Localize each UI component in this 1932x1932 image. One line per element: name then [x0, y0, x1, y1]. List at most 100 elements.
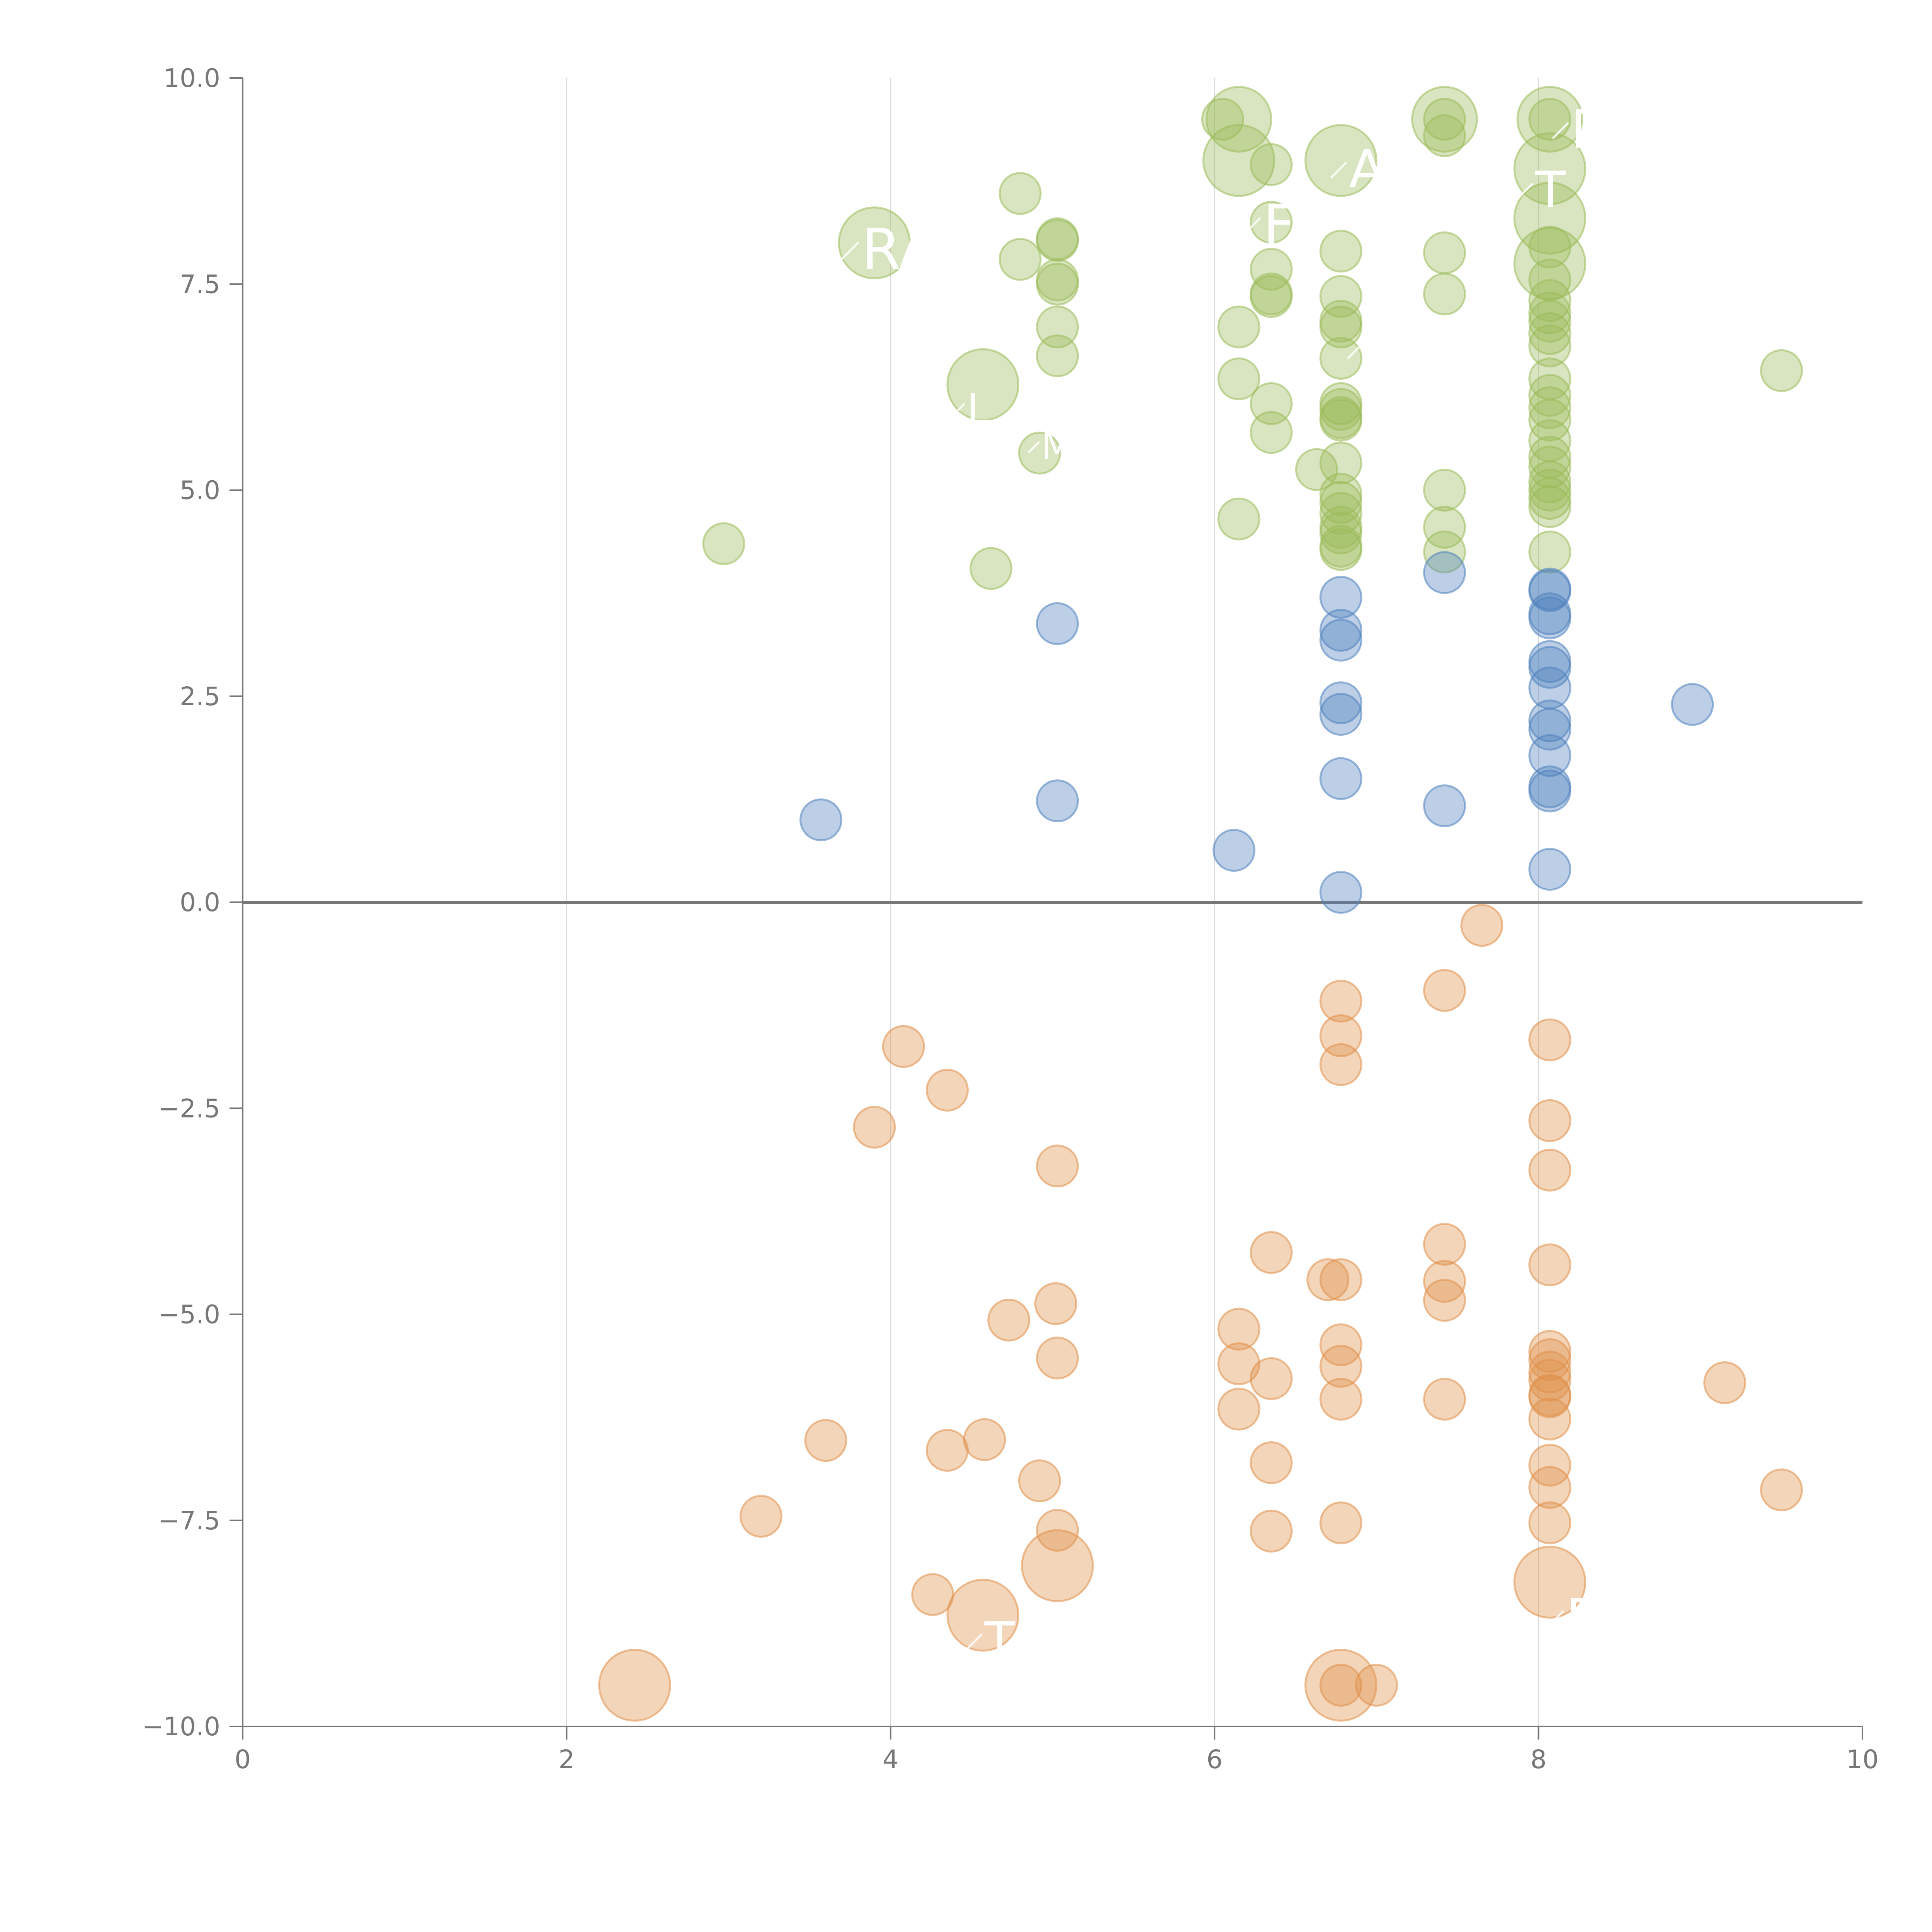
bubble — [1319, 441, 1362, 485]
bubble — [1036, 262, 1079, 306]
bubble — [1250, 1357, 1293, 1400]
bubble — [853, 1105, 896, 1149]
bubble — [1250, 275, 1293, 318]
bubble — [987, 1298, 1031, 1342]
bubble — [1319, 1345, 1362, 1388]
bubble — [1217, 1342, 1260, 1385]
x-tick-label: 10 — [1846, 1745, 1879, 1774]
bubble — [1423, 1378, 1466, 1421]
bubble — [1528, 848, 1571, 891]
bubble — [799, 798, 843, 842]
bubble — [1528, 299, 1571, 343]
bubble — [1528, 1466, 1571, 1509]
bubble — [1528, 312, 1571, 355]
bubble — [1319, 481, 1362, 524]
bubble — [1528, 530, 1571, 573]
bubble — [838, 206, 911, 279]
bubble — [1528, 734, 1571, 777]
bubble — [1528, 1099, 1571, 1142]
bubble — [1217, 305, 1260, 349]
bubble — [1319, 871, 1362, 914]
bubble — [1460, 904, 1503, 947]
bubble — [1671, 683, 1714, 726]
bubble-label: D — [1566, 1588, 1605, 1647]
y-tick-label: 5.0 — [180, 476, 220, 505]
bubble — [1423, 469, 1466, 512]
bubble — [1319, 1043, 1362, 1086]
bubble — [1304, 1649, 1378, 1722]
bubble-label: TM — [984, 1611, 1058, 1670]
bubble — [1528, 1148, 1571, 1192]
bubble — [804, 1419, 847, 1462]
y-tick-label: −5.0 — [158, 1300, 220, 1330]
bubble — [739, 1495, 782, 1538]
bubble — [1528, 446, 1571, 489]
bubble — [1319, 619, 1362, 662]
bubble — [926, 1068, 969, 1112]
bubble — [1760, 349, 1803, 392]
bubble — [1528, 98, 1571, 141]
x-tick-label: 6 — [1206, 1745, 1223, 1774]
bubble — [1528, 1359, 1571, 1402]
bubble — [1423, 784, 1466, 827]
bubble — [1319, 681, 1362, 724]
bubble — [1319, 305, 1362, 349]
bubble — [1528, 1444, 1571, 1487]
x-tick-label: 2 — [558, 1745, 575, 1774]
bubble — [998, 172, 1042, 215]
bubble — [1319, 1501, 1362, 1544]
bubble — [1423, 272, 1466, 316]
bubble — [1528, 1243, 1571, 1287]
bubble — [946, 348, 1020, 421]
bubble — [1513, 227, 1587, 300]
bubble — [1217, 1308, 1260, 1351]
bubble — [1513, 1546, 1587, 1619]
bubble — [963, 1418, 1006, 1461]
bubble — [1528, 1397, 1571, 1440]
bubble — [1423, 1260, 1466, 1303]
bubble — [1528, 1018, 1571, 1061]
bubble-label: L — [967, 385, 990, 433]
bubble — [1036, 1337, 1079, 1380]
x-tick-label: 8 — [1531, 1745, 1547, 1774]
bubble — [1528, 374, 1571, 417]
bubble — [1217, 357, 1260, 401]
bubble — [1036, 1145, 1079, 1188]
y-tick-label: −10.0 — [142, 1712, 220, 1742]
x-tick-label: 4 — [883, 1745, 899, 1774]
bubble — [1036, 219, 1079, 262]
bubble — [1319, 275, 1362, 318]
label-leader — [1517, 182, 1534, 199]
bubble — [1423, 1223, 1466, 1266]
bubble — [1528, 707, 1571, 751]
bubble — [1304, 124, 1378, 197]
bubble — [1319, 337, 1362, 380]
bubble — [1217, 1388, 1260, 1431]
bubble-label: T — [1535, 161, 1566, 219]
bubble — [1528, 769, 1571, 813]
bubble — [1205, 86, 1272, 153]
bubble — [1018, 432, 1061, 475]
label-leader — [629, 1627, 643, 1641]
bubble — [598, 1649, 671, 1722]
bubble — [1250, 143, 1293, 186]
label-leader — [1548, 1610, 1565, 1627]
bubble — [1319, 693, 1362, 736]
bubble — [1217, 497, 1260, 541]
bubble — [1036, 779, 1079, 823]
bubble — [1423, 114, 1466, 157]
y-tick-label: 2.5 — [180, 682, 220, 711]
bubble-label: RA — [861, 216, 937, 283]
bubble — [1036, 602, 1079, 645]
y-tick-label: 7.5 — [180, 269, 220, 299]
bubble — [1528, 386, 1571, 429]
y-tick-label: −2.5 — [158, 1094, 220, 1123]
label-leader — [1243, 217, 1261, 235]
bubble — [1250, 1231, 1293, 1274]
series-blue — [799, 551, 1714, 914]
bubble — [1250, 1441, 1293, 1484]
bubbles — [598, 86, 1803, 1722]
bubble-label: L — [1364, 324, 1389, 378]
label-leader — [966, 1633, 983, 1650]
